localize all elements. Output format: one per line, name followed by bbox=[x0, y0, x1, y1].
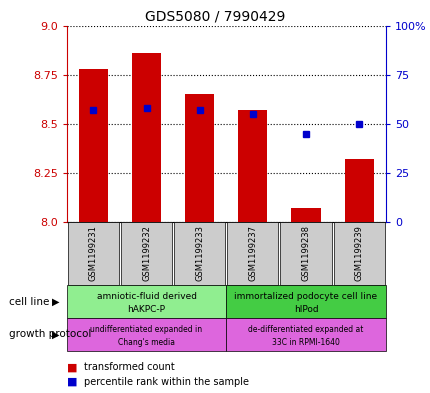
Text: GSM1199238: GSM1199238 bbox=[301, 225, 310, 281]
Text: ■: ■ bbox=[67, 377, 77, 387]
Text: GSM1199231: GSM1199231 bbox=[89, 225, 98, 281]
Text: Chang's media: Chang's media bbox=[118, 338, 175, 347]
Text: 33C in RPMI-1640: 33C in RPMI-1640 bbox=[271, 338, 339, 347]
Text: GSM1199232: GSM1199232 bbox=[142, 225, 150, 281]
Text: GSM1199237: GSM1199237 bbox=[248, 225, 257, 281]
Text: GSM1199233: GSM1199233 bbox=[195, 225, 204, 281]
Bar bbox=[184, 94, 214, 222]
Text: amniotic-fluid derived: amniotic-fluid derived bbox=[96, 292, 196, 301]
Bar bbox=[132, 53, 161, 222]
Bar bbox=[238, 110, 267, 222]
Text: de-differentiated expanded at: de-differentiated expanded at bbox=[248, 325, 363, 334]
Text: transformed count: transformed count bbox=[84, 362, 175, 373]
Text: percentile rank within the sample: percentile rank within the sample bbox=[84, 377, 249, 387]
Text: cell line: cell line bbox=[9, 297, 49, 307]
Text: hAKPC-P: hAKPC-P bbox=[127, 305, 165, 314]
Text: GDS5080 / 7990429: GDS5080 / 7990429 bbox=[145, 10, 285, 24]
Text: undifferentiated expanded in: undifferentiated expanded in bbox=[90, 325, 202, 334]
Bar bbox=[291, 208, 320, 222]
Text: growth protocol: growth protocol bbox=[9, 329, 91, 340]
Text: hIPod: hIPod bbox=[293, 305, 318, 314]
Text: ▶: ▶ bbox=[52, 329, 60, 340]
Text: immortalized podocyte cell line: immortalized podocyte cell line bbox=[234, 292, 377, 301]
Text: GSM1199239: GSM1199239 bbox=[354, 225, 363, 281]
Bar bbox=[79, 69, 108, 222]
Text: ■: ■ bbox=[67, 362, 77, 373]
Text: ▶: ▶ bbox=[52, 297, 60, 307]
Bar bbox=[344, 159, 373, 222]
